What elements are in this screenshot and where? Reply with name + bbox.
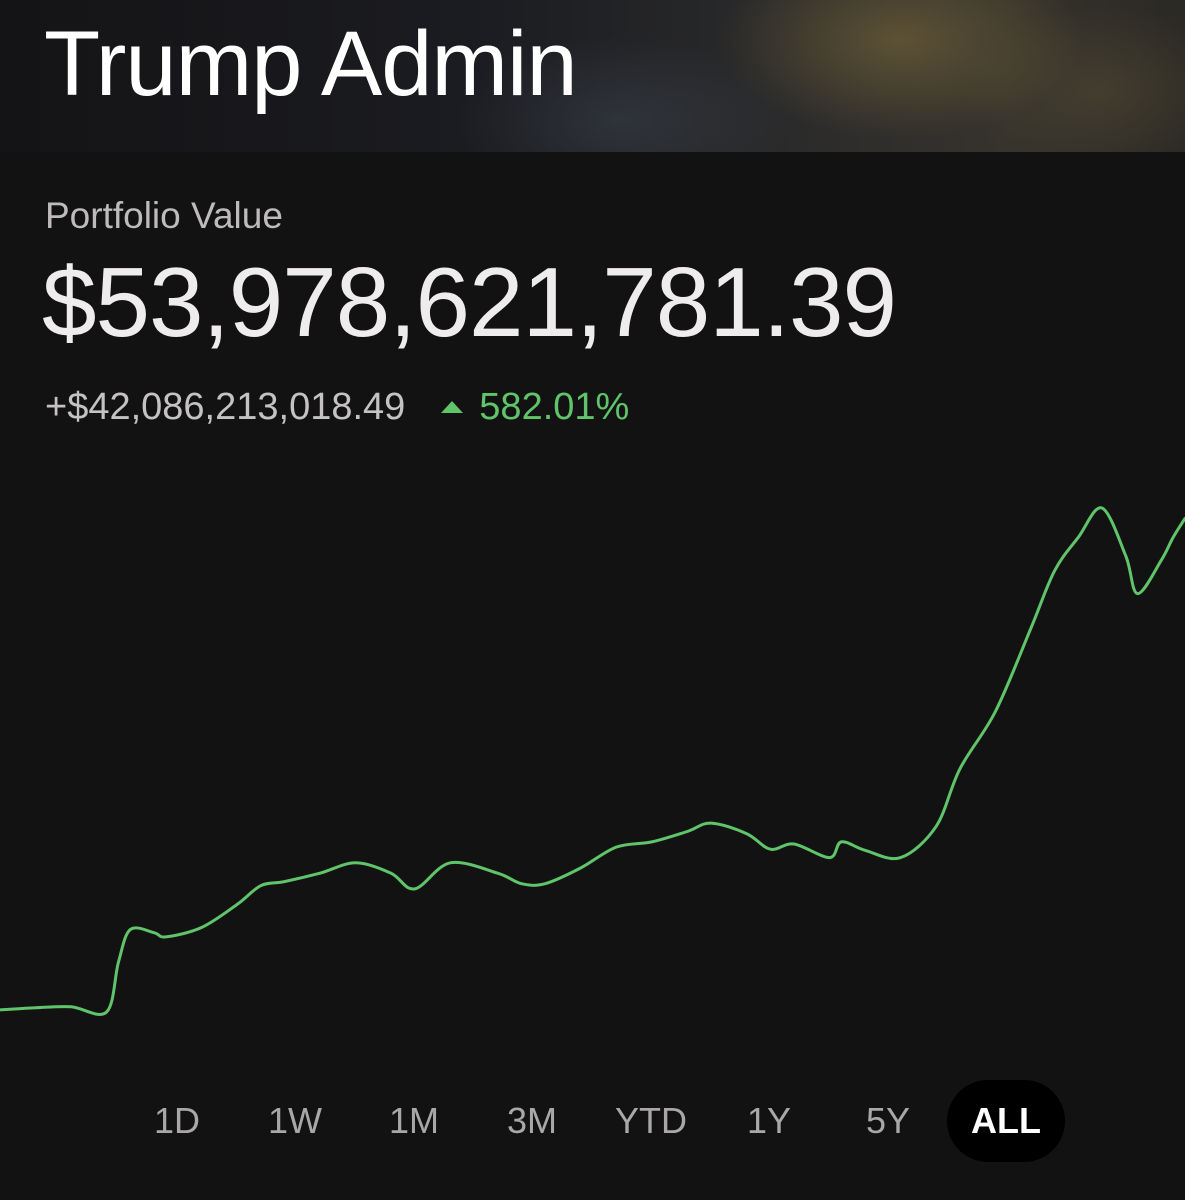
- range-button-5y[interactable]: 5Y: [865, 1100, 911, 1141]
- page-title: Trump Admin: [44, 13, 578, 115]
- change-percent: 582.01%: [479, 386, 630, 428]
- range-button-1y[interactable]: 1Y: [746, 1100, 792, 1141]
- header-banner: Trump Admin: [0, 0, 1185, 152]
- change-percent-group: 582.01%: [441, 384, 629, 430]
- change-amount: +$42,086,213,018.49: [45, 386, 406, 428]
- portfolio-chart[interactable]: [0, 470, 1185, 1050]
- range-button-1m[interactable]: 1M: [388, 1100, 439, 1141]
- range-button-1w[interactable]: 1W: [268, 1100, 322, 1141]
- range-button-1d[interactable]: 1D: [153, 1100, 201, 1141]
- portfolio-value-label: Portfolio Value: [45, 195, 283, 236]
- portfolio-value: $53,978,621,781.39: [42, 247, 897, 357]
- range-button-ytd[interactable]: YTD: [615, 1100, 687, 1141]
- chart-series-line: [0, 506, 1185, 1016]
- change-row: +$42,086,213,018.49 582.01%: [45, 384, 629, 430]
- time-range-selector: 1D 1W 1M 3M YTD 1Y 5Y ALL: [118, 1080, 1185, 1162]
- range-button-3m[interactable]: 3M: [506, 1100, 557, 1141]
- range-button-all[interactable]: ALL: [947, 1080, 1065, 1162]
- triangle-up-icon: [441, 401, 464, 413]
